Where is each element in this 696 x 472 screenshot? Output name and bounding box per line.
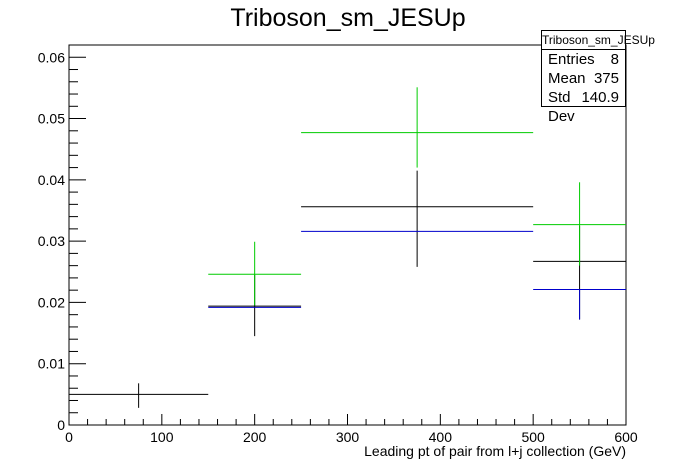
x-tick-label: 0 <box>65 429 73 445</box>
y-tick-label: 0 <box>57 417 65 433</box>
stats-label: Entries <box>548 51 595 68</box>
stats-box: Triboson_sm_JESUp Entries 8 Mean 375 Std… <box>541 30 655 125</box>
x-tick-label: 300 <box>336 429 360 445</box>
x-tick-label: 100 <box>150 429 174 445</box>
stats-label: Std Dev <box>548 89 575 125</box>
series-group <box>208 230 626 320</box>
stats-value: 375 <box>593 70 619 87</box>
stats-row-entries: Entries 8 <box>542 50 625 69</box>
y-tick-label: 0.01 <box>38 356 65 372</box>
stats-row-std-dev: Std Dev 140.9 <box>542 88 625 126</box>
x-tick-label: 200 <box>243 429 267 445</box>
y-tick-label: 0.05 <box>38 111 65 127</box>
stats-value: 8 <box>610 51 619 68</box>
stats-row-mean: Mean 375 <box>542 69 625 88</box>
x-tick-label: 600 <box>614 429 638 445</box>
chart-title: Triboson_sm_JESUp <box>230 4 466 32</box>
x-tick-label: 400 <box>429 429 453 445</box>
y-tick-label: 0.02 <box>38 294 65 310</box>
x-tick-label: 500 <box>521 429 545 445</box>
y-tick-label: 0.03 <box>38 233 65 249</box>
stats-box-title: Triboson_sm_JESUp <box>542 31 655 50</box>
y-tick-label: 0.04 <box>38 172 65 188</box>
x-axis: 0 100 200 300 400 500 600 <box>65 414 638 445</box>
series-layer <box>69 87 626 408</box>
series-group <box>208 87 626 306</box>
x-axis-label: Leading pt of pair from l+j collection (… <box>364 443 626 459</box>
y-tick-label: 0.06 <box>38 49 65 65</box>
stats-label: Mean <box>548 70 586 87</box>
stats-value: 140.9 <box>581 89 619 106</box>
y-axis: 0 0.01 0.02 0.03 0.04 0.05 0.06 <box>38 44 86 433</box>
